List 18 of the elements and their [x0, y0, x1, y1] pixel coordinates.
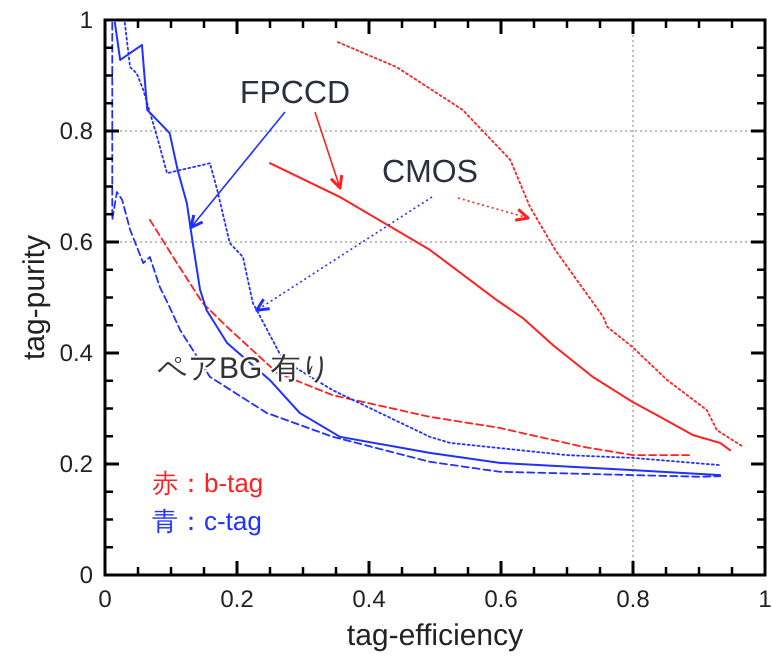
x-tick-label: 0: [98, 586, 112, 613]
y-tick-label: 0: [80, 562, 93, 589]
y-tick-label: 0.6: [60, 229, 93, 256]
annotation: 赤：b-tag: [152, 468, 264, 498]
y-tick-label: 0.4: [60, 340, 93, 367]
x-axis-title: tag-efficiency: [346, 619, 524, 652]
annotation: CMOS: [382, 153, 478, 189]
annotation: 青：c-tag: [152, 506, 262, 536]
x-tick-label: 0.8: [616, 586, 650, 613]
x-tick-label: 1: [758, 586, 772, 613]
y-tick-label: 0.2: [60, 451, 93, 478]
x-tick-label: 0.6: [484, 586, 518, 613]
y-tick-label: 0.8: [60, 118, 93, 145]
y-tick-label: 1: [80, 7, 93, 34]
annotation: FPCCD: [240, 74, 350, 110]
x-tick-label: 0.4: [352, 586, 386, 613]
y-axis-title: tag-purity: [18, 234, 51, 360]
x-tick-label: 0.2: [220, 586, 254, 613]
